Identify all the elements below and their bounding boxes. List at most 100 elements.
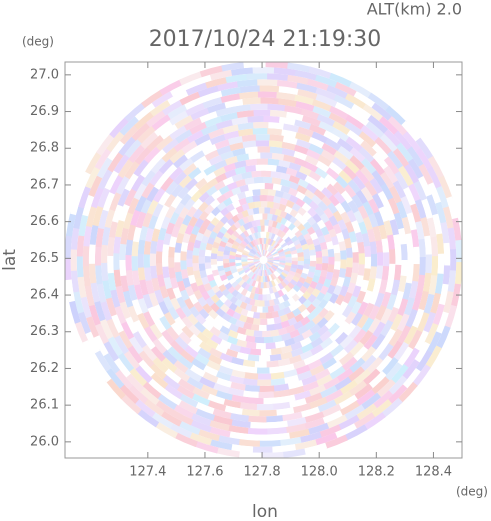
echo-cell <box>193 407 215 421</box>
echo-cell <box>300 108 321 121</box>
y-tick-label: 26.5 <box>30 251 59 266</box>
echo-cell <box>92 359 112 383</box>
echo-cell <box>83 224 93 247</box>
echo-cell <box>88 262 97 284</box>
echo-cell <box>213 274 222 282</box>
echo-cell <box>173 432 198 448</box>
echo-cell <box>257 251 262 257</box>
echo-cell <box>312 105 333 119</box>
echo-cell <box>327 202 339 215</box>
echo-cell <box>323 233 333 244</box>
echo-cell <box>285 311 296 321</box>
echo-cell <box>265 62 290 69</box>
echo-cell <box>242 140 258 149</box>
echo-cell <box>274 284 281 292</box>
echo-cell <box>351 241 359 254</box>
echo-cell <box>328 256 335 266</box>
echo-cell <box>209 198 221 209</box>
echo-cell <box>174 270 183 283</box>
echo-cell <box>316 257 323 265</box>
echo-cell <box>279 258 286 261</box>
echo-cell <box>262 276 266 283</box>
echo-cell <box>305 238 314 246</box>
echo-cell <box>375 238 384 254</box>
altitude: ALT(km) 2.0 <box>367 0 462 19</box>
echo-cell <box>204 149 221 161</box>
echo-cell <box>300 374 318 387</box>
echo-cell <box>267 268 273 275</box>
echo-cell <box>260 231 264 238</box>
echo-cell <box>255 253 261 258</box>
echo-cell <box>206 273 215 282</box>
echo-field <box>65 62 462 458</box>
echo-cell <box>199 241 208 251</box>
echo-cell <box>105 377 126 400</box>
echo-cell <box>231 199 242 209</box>
echo-cell <box>232 240 241 247</box>
echo-cell <box>266 244 271 251</box>
echo-cell <box>190 357 207 371</box>
echo-cell <box>209 69 234 81</box>
echo-cell <box>205 359 221 372</box>
echo-cell <box>84 329 101 354</box>
echo-cell <box>338 379 358 396</box>
echo-cell <box>343 424 368 442</box>
echo-cell <box>73 289 85 314</box>
echo-cell <box>406 146 425 169</box>
echo-cell <box>278 159 292 169</box>
echo-cell <box>267 103 287 112</box>
echo-cell <box>175 384 195 400</box>
echo-cell <box>163 367 182 384</box>
echo-cell <box>196 346 212 360</box>
echo-cell <box>101 243 108 263</box>
echo-cell <box>401 367 421 390</box>
echo-cell <box>228 412 249 422</box>
echo-cell <box>261 306 269 313</box>
echo-cell <box>306 422 330 436</box>
echo-cell <box>78 213 89 237</box>
echo-cell <box>273 316 282 325</box>
echo-cell <box>254 238 259 246</box>
echo-cell <box>337 301 349 314</box>
echo-cell <box>126 304 140 323</box>
echo-cell <box>269 273 275 281</box>
echo-cell <box>250 446 275 453</box>
echo-cell <box>323 434 348 450</box>
echo-cell <box>246 243 253 250</box>
echo-cell <box>342 291 353 305</box>
echo-cell <box>381 238 390 254</box>
echo-cell <box>82 244 90 267</box>
echo-cell <box>153 317 167 334</box>
echo-cell <box>163 383 183 400</box>
echo-cell <box>389 219 400 237</box>
echo-cell <box>133 283 144 300</box>
echo-cell <box>413 341 431 365</box>
echo-cell <box>229 295 238 305</box>
echo-cell <box>330 235 340 247</box>
echo-cell <box>253 226 259 233</box>
echo-cell <box>285 256 292 261</box>
echo-cell <box>241 171 253 180</box>
echo-cell <box>424 235 432 257</box>
echo-cell <box>269 247 275 253</box>
echo-cell <box>168 422 193 439</box>
echo-cell <box>163 232 172 246</box>
echo-cell <box>260 225 266 232</box>
echo-cell <box>312 238 321 247</box>
echo-cell <box>267 259 274 261</box>
echo-cell <box>241 259 248 262</box>
echo-cell <box>455 239 462 265</box>
echo-cell <box>188 431 212 446</box>
echo-cell <box>188 215 199 227</box>
echo-cell <box>188 305 200 318</box>
echo-cell <box>225 241 233 248</box>
echo-cell <box>85 165 101 189</box>
echo-cell <box>197 283 207 294</box>
echo-cell <box>280 363 295 373</box>
echo-cell <box>298 350 314 361</box>
echo-cell <box>160 328 175 345</box>
echo-cell <box>438 283 449 307</box>
echo-cell <box>387 305 400 324</box>
echo-cell <box>332 223 343 235</box>
x-tick-label: 128.2 <box>358 465 395 480</box>
